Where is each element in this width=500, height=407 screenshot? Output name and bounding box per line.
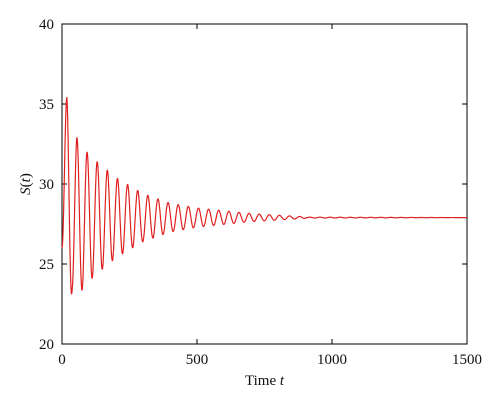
- y-tick-label: 20: [39, 337, 54, 353]
- y-axis-label-func: S: [18, 187, 34, 195]
- y-tick-label: 25: [39, 257, 54, 273]
- plot-area-border: [61, 23, 468, 345]
- y-tick-label: 35: [39, 97, 54, 113]
- y-axis-label: S(t): [18, 173, 34, 195]
- plot-frame: [61, 23, 468, 345]
- x-tick-label: 1500: [452, 352, 482, 368]
- x-tick-label: 500: [186, 352, 209, 368]
- y-tick-label: 40: [39, 17, 54, 33]
- y-tick-labels: 20 25 30 35 40: [39, 17, 54, 353]
- x-tick-labels: 0 500 1000 1500: [58, 352, 482, 368]
- x-axis-label-text: Time: [245, 373, 280, 389]
- x-tick-label: 0: [58, 352, 66, 368]
- series-line-1: [61, 97, 468, 295]
- axis-ticks: [61, 23, 468, 345]
- x-tick-label: 1000: [317, 352, 347, 368]
- series-layer: [61, 97, 468, 295]
- x-axis-label-var: t: [280, 373, 285, 389]
- x-axis-label: Time t: [245, 373, 285, 389]
- y-axis-label-open: (: [18, 182, 34, 187]
- y-axis-label-close: ): [18, 173, 34, 178]
- y-tick-label: 30: [39, 177, 54, 193]
- y-axis-label-var: t: [18, 177, 34, 182]
